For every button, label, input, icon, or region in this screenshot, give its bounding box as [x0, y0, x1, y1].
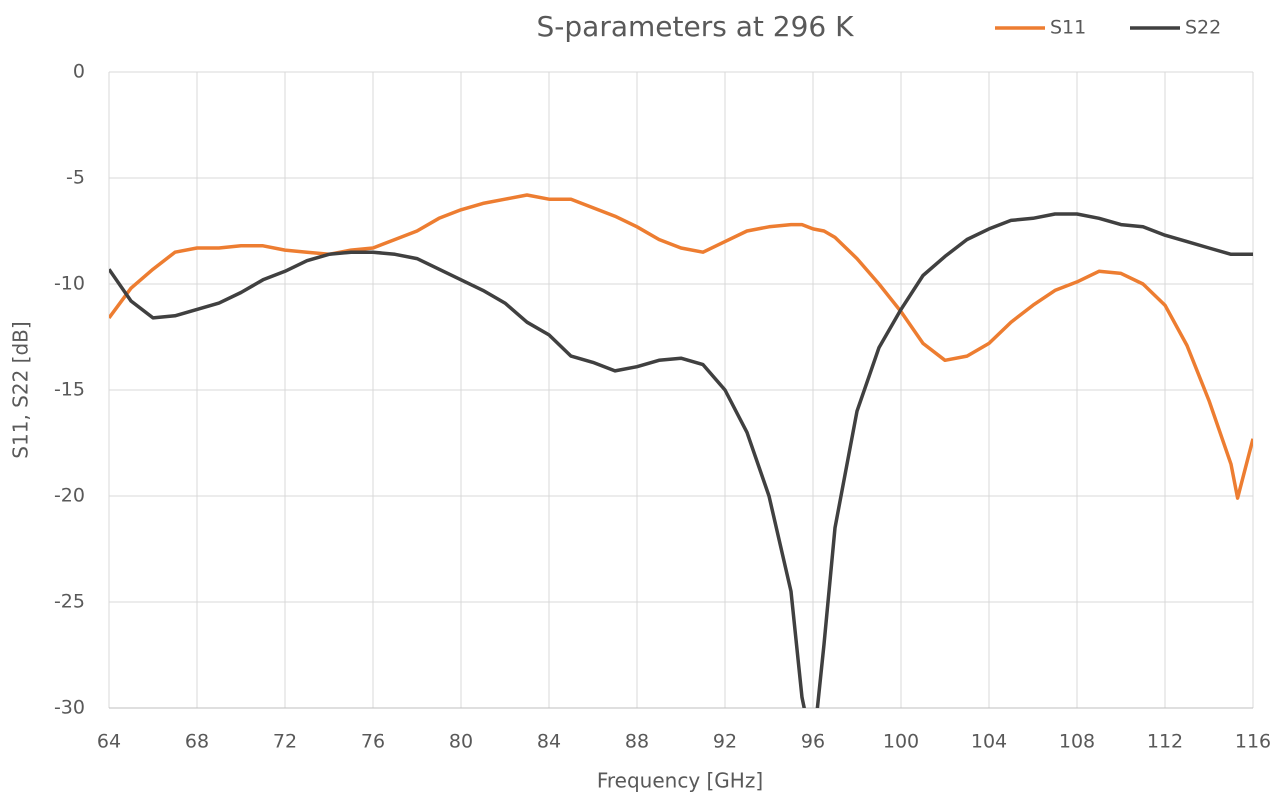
y-tick-label: -20 [54, 485, 85, 507]
x-tick-label: 116 [1235, 731, 1271, 753]
x-tick-label: 96 [801, 731, 825, 753]
x-tick-label: 68 [185, 731, 209, 753]
y-tick-label: -15 [54, 379, 85, 401]
y-tick-label: -30 [54, 697, 85, 719]
chart-title: S-parameters at 296 K [537, 10, 855, 43]
y-axis-label: S11, S22 [dB] [9, 321, 33, 458]
legend-label: S11 [1050, 17, 1086, 39]
x-axis-label: Frequency [GHz] [597, 769, 763, 793]
x-tick-label: 72 [273, 731, 297, 753]
y-tick-label: 0 [73, 61, 85, 83]
x-tick-label: 76 [361, 731, 385, 753]
y-tick-label: -10 [54, 273, 85, 295]
x-tick-label: 100 [883, 731, 919, 753]
series-line [109, 193, 1253, 500]
x-tick-label: 84 [537, 731, 561, 753]
y-tick-label: -25 [54, 591, 85, 613]
legend-label: S22 [1185, 17, 1221, 39]
x-tick-label: 80 [449, 731, 473, 753]
y-tick-label: -5 [66, 167, 85, 189]
x-tick-label: 92 [713, 731, 737, 753]
x-tick-label: 64 [97, 731, 121, 753]
x-tick-label: 88 [625, 731, 649, 753]
series-line [109, 212, 1253, 708]
x-tick-label: 108 [1059, 731, 1095, 753]
x-tick-label: 104 [971, 731, 1007, 753]
x-tick-label: 112 [1147, 731, 1183, 753]
